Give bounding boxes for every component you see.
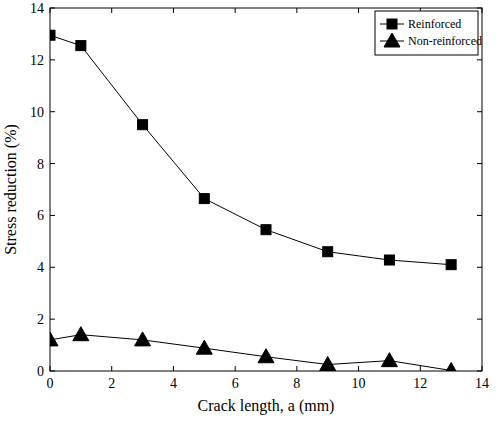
y-tick-label: 2 bbox=[37, 312, 44, 327]
data-point bbox=[135, 332, 151, 346]
data-point bbox=[323, 247, 333, 257]
data-point bbox=[381, 353, 397, 367]
legend: Reinforced Non-reinforced bbox=[375, 11, 482, 55]
data-point bbox=[76, 41, 86, 51]
x-tick-label: 6 bbox=[232, 376, 239, 391]
x-axis-label: Crack length, a (mm) bbox=[198, 397, 335, 415]
y-tick bbox=[50, 319, 55, 320]
x-tick-label: 8 bbox=[293, 376, 300, 391]
chart-svg: 0 2 4 6 8 10 12 14 0 2 4 6 8 10 12 14 Crack length, a (m… bbox=[0, 0, 500, 424]
x-tick-label: 14 bbox=[475, 376, 489, 391]
x-tick-label: 2 bbox=[108, 376, 115, 391]
x-tick-top bbox=[296, 8, 297, 13]
y-tick-right bbox=[477, 319, 482, 320]
x-tick-label: 4 bbox=[170, 376, 177, 391]
x-tick bbox=[111, 366, 112, 371]
data-point bbox=[384, 255, 394, 265]
y-tick-right bbox=[477, 59, 482, 60]
y-tick-label: 6 bbox=[37, 208, 44, 223]
data-point bbox=[50, 30, 55, 40]
y-tick-label: 8 bbox=[37, 157, 44, 172]
data-point bbox=[196, 340, 212, 354]
data-point bbox=[138, 120, 148, 130]
data-point bbox=[73, 327, 89, 341]
y-tick-right bbox=[477, 215, 482, 216]
y-tick-label: 12 bbox=[30, 53, 44, 68]
data-point bbox=[443, 362, 459, 371]
legend-marker bbox=[387, 19, 397, 29]
y-tick-label: 14 bbox=[30, 1, 44, 16]
x-tick bbox=[420, 366, 421, 371]
y-tick-right bbox=[477, 267, 482, 268]
x-tick bbox=[235, 366, 236, 371]
series-group bbox=[50, 30, 456, 269]
x-tick-top bbox=[173, 8, 174, 13]
x-tick-label: 10 bbox=[352, 376, 366, 391]
y-tick-right bbox=[477, 163, 482, 164]
x-tick-top bbox=[235, 8, 236, 13]
plot-area bbox=[50, 30, 459, 371]
x-tick bbox=[296, 366, 297, 371]
y-tick bbox=[50, 59, 55, 60]
x-tick bbox=[358, 366, 359, 371]
y-tick bbox=[50, 111, 55, 112]
y-tick-label: 10 bbox=[30, 105, 44, 120]
legend-box bbox=[375, 11, 478, 55]
y-tick-label: 0 bbox=[37, 364, 44, 379]
series-line bbox=[50, 335, 451, 371]
data-point bbox=[320, 357, 336, 371]
legend-label: Non-reinforced bbox=[408, 34, 482, 48]
data-point bbox=[50, 332, 58, 346]
x-tick bbox=[173, 366, 174, 371]
y-tick bbox=[50, 215, 55, 216]
x-tick-top bbox=[111, 8, 112, 13]
series-line bbox=[50, 35, 451, 264]
legend-label: Reinforced bbox=[408, 17, 461, 31]
series-group bbox=[50, 327, 459, 371]
plot-frame bbox=[50, 8, 482, 371]
x-tick-label: 12 bbox=[413, 376, 427, 391]
y-tick bbox=[50, 163, 55, 164]
x-tick-top bbox=[358, 8, 359, 13]
data-point bbox=[446, 260, 456, 270]
y-tick bbox=[50, 267, 55, 268]
y-tick-label: 4 bbox=[37, 260, 44, 275]
chart-container: 0 2 4 6 8 10 12 14 0 2 4 6 8 10 12 14 Crack length, a (m… bbox=[0, 0, 500, 424]
legend-marker bbox=[384, 33, 400, 47]
data-point bbox=[199, 194, 209, 204]
y-tick-right bbox=[477, 111, 482, 112]
x-tick-label: 0 bbox=[47, 376, 54, 391]
data-point bbox=[258, 349, 274, 363]
data-point bbox=[261, 225, 271, 235]
y-axis-label: Stress reduction (%) bbox=[2, 124, 20, 255]
